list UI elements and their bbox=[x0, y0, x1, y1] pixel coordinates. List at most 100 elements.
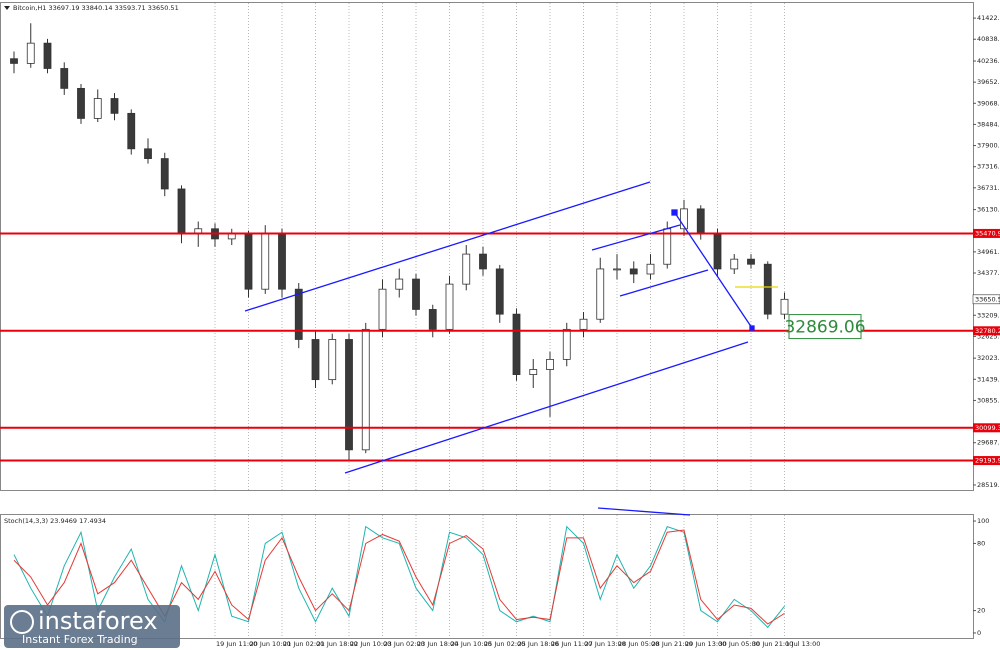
y-tick-label: 41422.40 bbox=[977, 14, 1000, 22]
title-marker bbox=[4, 6, 10, 10]
y-tick-label: 38484.20 bbox=[977, 120, 1000, 128]
candle-body bbox=[596, 268, 605, 320]
candle-body bbox=[428, 309, 437, 330]
x-tick-label: 23 Jun 18:00 bbox=[417, 640, 458, 648]
y-tick-label: 29687.30 bbox=[977, 439, 1000, 447]
candle-body bbox=[646, 263, 655, 275]
stoch-title: Stoch(14,3,3) 23.9469 17.4934 bbox=[4, 517, 106, 525]
channel-line bbox=[244, 181, 651, 312]
candle-body bbox=[244, 233, 253, 290]
level-tag bbox=[973, 228, 1000, 238]
x-tick-label: 28 Jun 21:00 bbox=[652, 640, 693, 648]
candle-body bbox=[713, 233, 722, 270]
candle-body bbox=[43, 42, 52, 69]
y-tick-label: 30855.50 bbox=[977, 396, 1000, 404]
candle-body bbox=[311, 339, 320, 381]
watermark: instaforex Instant Forex Trading bbox=[4, 605, 180, 648]
x-tick-label: 24 Jun 10:00 bbox=[451, 640, 492, 648]
x-tick-label: 26 Jun 11:00 bbox=[551, 640, 592, 648]
annotation: 32869.06 bbox=[784, 318, 865, 338]
candle-body bbox=[546, 358, 554, 370]
candle-body bbox=[512, 313, 521, 375]
trendlines bbox=[244, 181, 778, 516]
x-tick-label: 27 Jun 13:00 bbox=[585, 640, 626, 648]
divergence-line bbox=[597, 507, 691, 516]
y-tick-label: 33209.60 bbox=[977, 311, 1000, 319]
y-tick-label: 40236.50 bbox=[977, 57, 1000, 65]
candle-body bbox=[10, 58, 18, 64]
candle-body bbox=[110, 98, 119, 114]
x-tick-label: 19 Jun 11:00 bbox=[216, 640, 257, 648]
candle-body bbox=[60, 68, 69, 89]
x-tick-label: 30 Jun 21:00 bbox=[752, 640, 793, 648]
y-tick-label: 0 bbox=[977, 629, 981, 637]
candle-body bbox=[412, 278, 420, 310]
y-tick-label: 40838.30 bbox=[977, 35, 1000, 43]
candle-body bbox=[93, 98, 102, 119]
annotation-box bbox=[788, 314, 862, 340]
candle-body bbox=[144, 148, 152, 159]
y-tick-label: 37900.10 bbox=[977, 142, 1000, 150]
x-tick-label: 30 Jun 05:00 bbox=[719, 640, 760, 648]
candle-body bbox=[579, 318, 588, 330]
x-tick-label: 28 Jun 05:00 bbox=[618, 640, 659, 648]
flag-line bbox=[591, 224, 681, 251]
candle-body bbox=[730, 258, 739, 270]
y-tick-label: 34377.80 bbox=[977, 269, 1000, 277]
x-tick-label: 21 Jun 18:00 bbox=[317, 640, 358, 648]
candle-body bbox=[780, 298, 789, 315]
level-tag bbox=[973, 456, 1000, 466]
candle-body bbox=[495, 268, 504, 315]
x-tick-label: 1 Jul 13:00 bbox=[786, 640, 821, 648]
candle-body bbox=[278, 233, 286, 290]
channel-line bbox=[344, 341, 749, 474]
candle-body bbox=[529, 369, 538, 375]
last-price-tag bbox=[972, 294, 1000, 305]
y-tick-label: 20 bbox=[977, 607, 985, 615]
candle-body bbox=[160, 158, 169, 190]
level-label: 30099.39 bbox=[975, 424, 1000, 432]
level-label: 32780.29 bbox=[975, 327, 1000, 335]
candle-body bbox=[479, 253, 487, 270]
candle-body bbox=[696, 208, 705, 235]
stoch-line bbox=[13, 525, 785, 629]
level-label: 35470.94 bbox=[975, 229, 1000, 237]
logo-icon bbox=[10, 610, 34, 634]
handle bbox=[749, 325, 755, 331]
main-frame bbox=[0, 2, 974, 491]
y-tick-label: 36130.10 bbox=[977, 206, 1000, 214]
candle-body bbox=[294, 288, 303, 340]
level-tag bbox=[973, 423, 1000, 433]
price-panel: 41422.40 40838.30 40236.50 39652.40 39068.30… bbox=[0, 14, 1000, 489]
candle-body bbox=[26, 42, 35, 64]
watermark-box bbox=[4, 605, 180, 648]
brand: instaforex bbox=[38, 607, 158, 635]
candle-body bbox=[361, 328, 370, 451]
y-tick-label: 80 bbox=[977, 539, 985, 547]
candle-body bbox=[629, 268, 638, 275]
y-tick-label: 39068.30 bbox=[977, 99, 1000, 107]
y-tick-label: 36731.90 bbox=[977, 184, 1000, 192]
y-tick-label: 31439.60 bbox=[977, 375, 1000, 383]
candle-body bbox=[345, 339, 353, 451]
candle-body bbox=[261, 233, 270, 290]
x-tick-label: 23 Jun 02:00 bbox=[384, 640, 425, 648]
y-tick-label: 28519.00 bbox=[977, 481, 1000, 489]
handle bbox=[671, 209, 678, 216]
candle-body bbox=[747, 258, 755, 265]
x-tick-label: 22 Jun 10:00 bbox=[350, 640, 391, 648]
stoch-frame bbox=[0, 514, 974, 639]
candle-body bbox=[763, 263, 772, 315]
move-line bbox=[674, 212, 753, 329]
x-tick-label: 25 Jun 02:00 bbox=[484, 640, 525, 648]
candle-body bbox=[395, 278, 404, 290]
candle-body bbox=[462, 253, 471, 285]
candle-body bbox=[77, 87, 85, 119]
candle-body bbox=[328, 339, 337, 381]
candle-body bbox=[127, 112, 136, 150]
level-label: 29193.93 bbox=[975, 457, 1000, 465]
y-tick-label: 100 bbox=[977, 517, 989, 525]
candle-body bbox=[613, 268, 621, 271]
